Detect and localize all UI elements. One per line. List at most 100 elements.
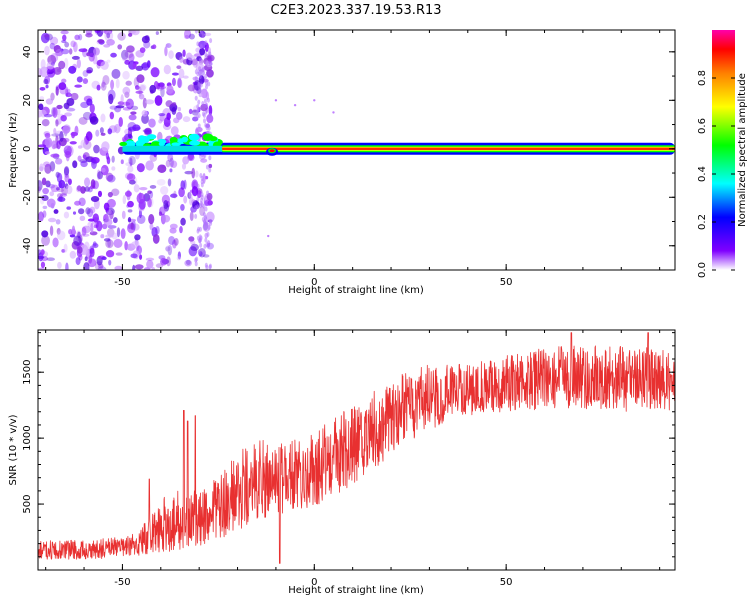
noise-blob (135, 65, 144, 71)
noise-blob (208, 167, 212, 173)
noise-blob (44, 163, 52, 174)
noise-blob (196, 108, 200, 114)
noise-blob (194, 76, 198, 82)
noise-blob (125, 98, 134, 110)
noise-blob (120, 159, 124, 165)
noise-blob (166, 112, 171, 121)
noise-blob (139, 254, 143, 260)
noise-blob (206, 97, 210, 103)
noise-blob (111, 166, 116, 171)
noise-blob (42, 205, 48, 210)
noise-blob (120, 228, 126, 240)
noise-blob (73, 41, 78, 53)
noise-blob (198, 226, 202, 232)
noise-blob (141, 35, 150, 44)
noise-blob (171, 77, 176, 87)
noise-blob (179, 56, 184, 63)
noise-blob (56, 172, 63, 183)
noise-blob (57, 196, 66, 202)
noise-blob (79, 215, 86, 222)
noise-blob (130, 222, 134, 230)
noise-blob (50, 61, 56, 66)
noise-blob (61, 249, 66, 253)
noise-blob (87, 208, 94, 218)
noise-blob (106, 39, 115, 46)
noise-blob (199, 203, 203, 209)
noise-blob (199, 242, 203, 248)
noise-blob (56, 104, 63, 110)
noise-blob (84, 186, 91, 192)
noise-blob (63, 211, 70, 219)
noise-blob (169, 223, 178, 230)
trace-blob (208, 136, 218, 142)
noise-blob (60, 114, 67, 122)
noise-blob (63, 166, 70, 176)
noise-blob (110, 79, 115, 90)
noise-blob (117, 32, 126, 41)
noise-blob (81, 226, 87, 236)
noise-blob (80, 186, 86, 194)
noise-blob (204, 60, 208, 66)
noise-blob (145, 99, 155, 105)
noise-blob (90, 222, 94, 234)
noise-blob (170, 126, 179, 136)
noise-blob (194, 205, 198, 211)
noise-blob (178, 68, 185, 79)
noise-blob (89, 206, 96, 214)
noise-blob (122, 86, 131, 95)
noise-blob (159, 206, 166, 216)
noise-blob (63, 243, 68, 253)
noise-blob (187, 191, 192, 199)
noise-blob (64, 150, 72, 158)
noise-blob (204, 206, 208, 212)
noise-blob (85, 207, 91, 215)
noise-blob (167, 245, 173, 256)
noise-blob (81, 225, 91, 234)
colorbar-tick-label: 0.0 (697, 262, 708, 278)
noise-blob (120, 94, 124, 105)
noise-blob (207, 225, 211, 231)
noise-blob (130, 111, 137, 115)
noise-blob (84, 177, 91, 187)
noise-blob (143, 267, 151, 270)
noise-blob (180, 217, 186, 226)
noise-blob (93, 47, 100, 56)
colorbar-tick-label: 0.4 (697, 166, 708, 182)
noise-blob (89, 116, 99, 125)
noise-blob (82, 78, 89, 84)
noise-blob (204, 220, 208, 226)
noise-blob (196, 196, 200, 202)
noise-blob (87, 187, 93, 193)
noise-blob (150, 67, 160, 78)
noise-blob (197, 99, 201, 105)
noise-blob (74, 84, 83, 88)
noise-blob (194, 69, 198, 75)
noise-blob (205, 264, 209, 270)
noise-blob (127, 126, 137, 132)
noise-blob (197, 81, 201, 87)
noise-blob (206, 54, 215, 62)
trace-blob (158, 141, 165, 147)
noise-blob (44, 132, 51, 139)
colorbar-gradient (712, 30, 735, 270)
noise-blob (141, 113, 149, 125)
y-tick-label: 1000 (22, 425, 33, 450)
noise-blob (161, 214, 171, 223)
noise-blob (201, 216, 205, 222)
noise-blob (157, 164, 167, 173)
noise-blob (170, 193, 178, 198)
noise-blob (41, 235, 50, 246)
noise-blob (182, 75, 189, 79)
spectrogram-xlabel: Height of straight line (km) (288, 285, 424, 296)
noise-blob (158, 112, 166, 117)
noise-blob (109, 111, 115, 120)
noise-blob (109, 105, 118, 110)
noise-blob (204, 73, 208, 79)
noise-blob (197, 249, 201, 255)
noise-blob (66, 206, 72, 210)
noise-blob (198, 74, 202, 80)
noise-blob (204, 51, 208, 57)
noise-blob (152, 44, 157, 50)
noise-blob (194, 261, 198, 267)
